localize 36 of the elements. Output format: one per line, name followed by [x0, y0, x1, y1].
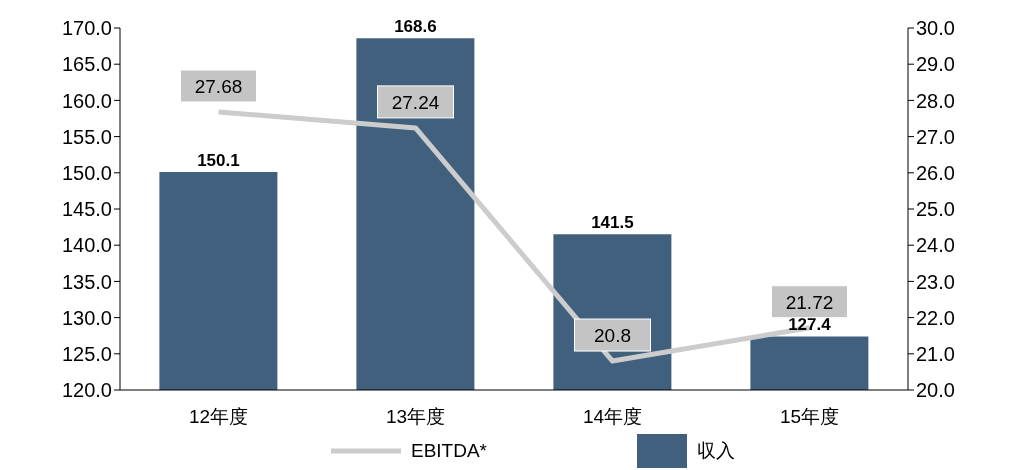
legend-label: 収入	[697, 439, 736, 463]
y2-tick-label: 21.0	[916, 342, 955, 365]
y-tick-label: 135.0	[61, 270, 112, 293]
y-tick-label: 155.0	[61, 125, 112, 148]
y-tick-label: 165.0	[61, 53, 112, 76]
x-tick-label: 12年度	[188, 406, 249, 428]
data-label: 168.6	[394, 17, 437, 37]
y2-tick-label: 29.0	[916, 53, 955, 76]
y-tick-label: 170.0	[61, 17, 112, 40]
legend-label: EBITDA*	[410, 440, 488, 462]
data-label: 27.68	[194, 75, 243, 97]
y-tick-label: 160.0	[61, 89, 112, 112]
y-tick-label: 120.0	[61, 379, 112, 402]
y2-tick-label: 20.0	[916, 379, 955, 402]
data-label: 127.4	[788, 315, 832, 335]
y-tick-label: 130.0	[61, 306, 112, 329]
data-label: 21.72	[785, 291, 834, 313]
data-label: 141.5	[591, 213, 634, 233]
x-tick-label: 15年度	[779, 406, 840, 428]
y-tick-label: 140.0	[61, 234, 112, 257]
x-tick-label: 14年度	[582, 406, 643, 428]
y2-tick-label: 26.0	[916, 161, 955, 184]
data-label: 150.1	[197, 151, 240, 171]
y2-tick-label: 22.0	[916, 306, 955, 329]
y2-tick-label: 24.0	[916, 234, 955, 257]
y-tick-label: 145.0	[61, 198, 112, 221]
data-label: 27.24	[391, 91, 440, 113]
y2-tick-label: 27.0	[916, 125, 955, 148]
y-tick-label: 125.0	[61, 342, 112, 365]
y2-tick-label: 30.0	[916, 17, 955, 40]
y2-tick-label: 23.0	[916, 270, 955, 293]
y2-tick-label: 28.0	[916, 89, 955, 112]
y-tick-label: 150.0	[61, 161, 112, 184]
x-tick-label: 13年度	[385, 406, 446, 428]
y2-tick-label: 25.0	[916, 198, 955, 221]
data-label: 20.8	[594, 325, 631, 347]
